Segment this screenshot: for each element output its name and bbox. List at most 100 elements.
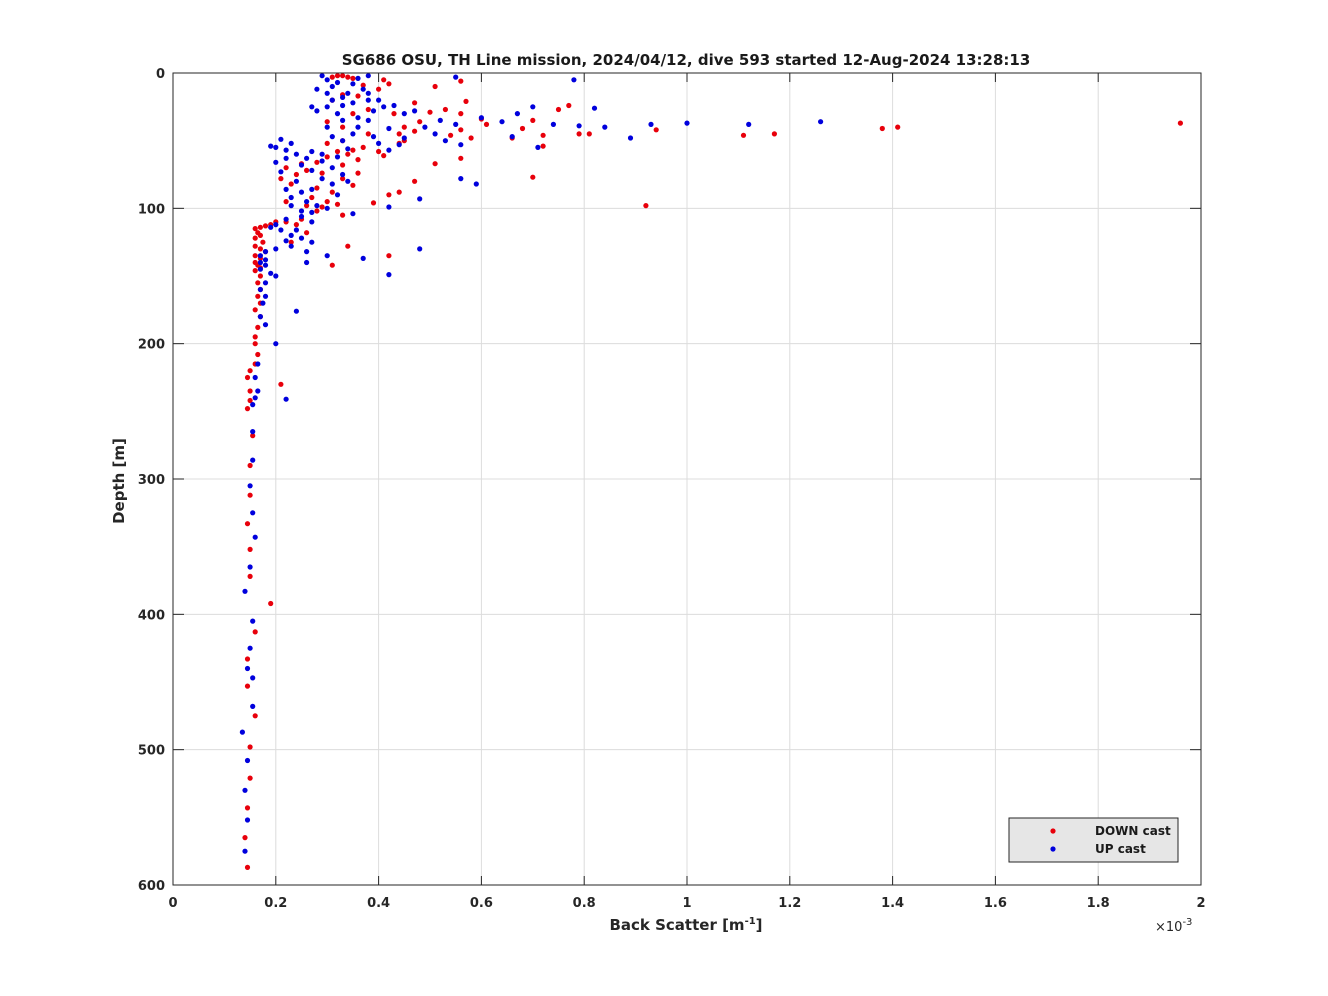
data-point: [386, 81, 392, 87]
data-point: [514, 111, 521, 117]
data-point: [555, 106, 562, 113]
data-point: [360, 86, 366, 92]
x-multiplier-exponent: -3: [1182, 917, 1192, 928]
data-point: [442, 106, 448, 113]
data-point: [530, 104, 536, 110]
data-point: [350, 211, 356, 217]
data-point: [453, 74, 459, 80]
data-point: [432, 161, 438, 167]
data-point: [458, 127, 464, 133]
data-point: [324, 253, 330, 259]
data-point: [329, 83, 335, 90]
data-point: [293, 171, 299, 178]
data-point: [771, 131, 778, 137]
data-point: [386, 204, 392, 210]
data-point: [478, 115, 484, 121]
data-point: [257, 259, 263, 266]
x-axis-label-superscript: -1: [745, 916, 756, 927]
data-point: [304, 155, 310, 161]
data-point: [252, 334, 258, 340]
data-point: [257, 273, 263, 279]
x-tick-label: 0: [168, 896, 177, 911]
data-point: [283, 147, 289, 153]
data-point: [365, 90, 371, 96]
data-point: [365, 106, 371, 113]
data-point: [314, 159, 320, 165]
data-point: [250, 457, 256, 463]
data-point: [355, 124, 361, 130]
x-tick-label: 1.6: [984, 896, 1007, 911]
data-point: [381, 77, 387, 83]
data-point: [334, 148, 341, 155]
tick-marks: [172, 72, 1202, 886]
data-point: [252, 374, 258, 381]
data-point: [499, 119, 505, 125]
data-point: [648, 121, 654, 127]
data-point: [345, 243, 351, 249]
data-point: [250, 433, 256, 439]
data-point: [247, 397, 253, 404]
x-axis-multiplier: ×10-3: [1155, 917, 1192, 935]
data-point: [293, 222, 299, 228]
data-point: [293, 308, 299, 314]
data-point: [370, 200, 377, 206]
data-point: [257, 246, 263, 252]
data-point: [340, 124, 346, 130]
data-point: [350, 147, 356, 153]
data-point: [252, 629, 258, 635]
data-point: [250, 402, 256, 408]
data-point: [684, 120, 690, 126]
data-point: [401, 135, 407, 141]
data-point: [324, 104, 330, 110]
data-point: [340, 138, 346, 144]
legend-label-up-cast: UP cast: [1095, 842, 1146, 856]
data-point: [247, 492, 253, 498]
data-point: [244, 817, 251, 823]
data-point: [463, 98, 469, 104]
legend-box: [1008, 817, 1179, 863]
data-point: [244, 656, 251, 662]
data-point: [370, 134, 377, 140]
data-point: [370, 108, 377, 114]
series-up-cast: [239, 73, 824, 854]
data-points: [239, 73, 1183, 871]
data-point: [247, 744, 253, 750]
data-point: [355, 115, 361, 121]
y-axis-label: Depth [m]: [110, 438, 128, 524]
chart-title: SG686 OSU, TH Line mission, 2024/04/12, …: [342, 51, 1031, 69]
data-point: [386, 147, 392, 153]
data-point: [355, 93, 361, 99]
data-point: [818, 119, 824, 125]
data-point: [509, 134, 515, 140]
data-point: [239, 729, 245, 735]
data-point: [340, 176, 346, 182]
data-point: [350, 81, 356, 87]
data-point: [540, 132, 546, 138]
data-point: [448, 132, 454, 138]
data-point: [329, 165, 335, 171]
data-point: [319, 158, 325, 164]
data-point: [288, 203, 294, 209]
data-point: [283, 165, 289, 171]
data-point: [458, 155, 464, 161]
data-point: [304, 259, 310, 266]
data-point: [250, 618, 256, 624]
data-point: [247, 388, 253, 394]
data-point: [365, 73, 371, 79]
data-point: [262, 223, 269, 229]
data-point: [345, 146, 351, 152]
data-point: [324, 90, 330, 96]
data-point: [247, 368, 253, 374]
legend-marker-up-cast: [1050, 846, 1056, 852]
data-point: [288, 140, 294, 146]
data-point: [360, 255, 366, 261]
data-point: [340, 94, 346, 100]
data-point: [591, 105, 598, 111]
data-point: [340, 162, 346, 168]
data-point: [278, 136, 284, 142]
data-point: [252, 253, 258, 259]
x-axis-label-main: Back Scatter [m: [609, 916, 744, 934]
data-point: [273, 222, 279, 228]
y-tick-label: 200: [138, 338, 165, 353]
